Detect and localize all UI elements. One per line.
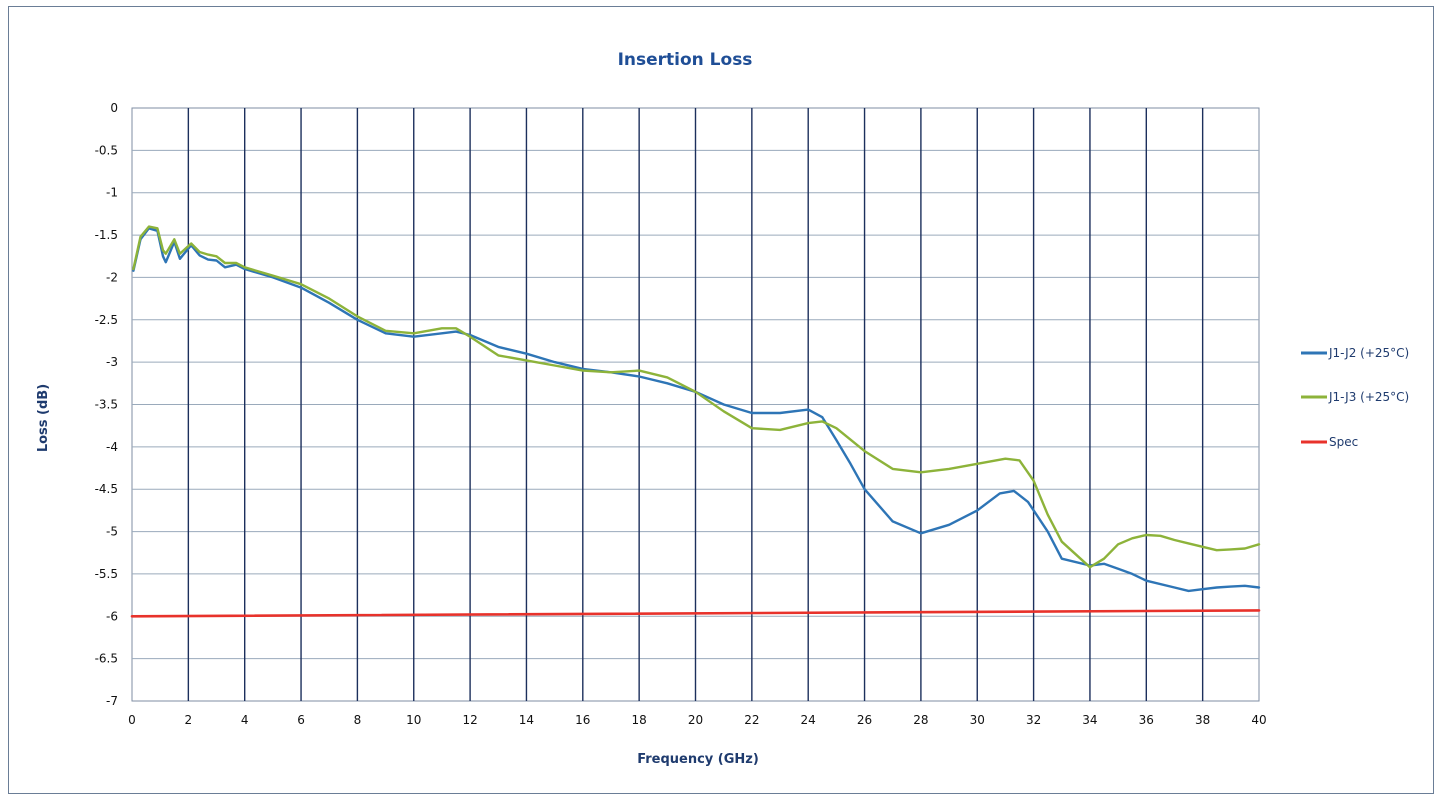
grid-layer — [131, 107, 1260, 702]
x-tick-label: 36 — [1139, 713, 1154, 727]
legend-label-1: J1-J2 (+25°C) — [1328, 346, 1409, 360]
y-tick-label: -1.5 — [95, 228, 118, 242]
y-axis-title: Loss (dB) — [36, 384, 51, 452]
series-line-3 — [130, 609, 1261, 618]
x-tick-label: 10 — [406, 713, 421, 727]
tick-labels: 0 -0.5 -1 -1.5 -2 -2.5 -3 -3.5 -4 -4.5 -5 -5.5 -6 -6.… — [95, 101, 1267, 727]
y-tick-label: -4.5 — [95, 482, 118, 496]
x-tick-label: 40 — [1251, 713, 1266, 727]
x-tick-label: 6 — [297, 713, 305, 727]
x-tick-label: 18 — [632, 713, 647, 727]
y-tick-label: -5.5 — [95, 567, 118, 581]
y-tick-label: -0.5 — [95, 143, 118, 157]
chart-title: Insertion Loss — [618, 50, 753, 70]
series-layer — [130, 225, 1261, 618]
x-tick-label: 16 — [575, 713, 590, 727]
y-tick-label: -3 — [106, 355, 118, 369]
x-tick-label: 22 — [744, 713, 759, 727]
x-tick-label: 38 — [1195, 713, 1210, 727]
x-tick-label: 0 — [128, 713, 136, 727]
x-tick-label: 8 — [354, 713, 362, 727]
x-tick-label: 26 — [857, 713, 872, 727]
x-tick-label: 24 — [801, 713, 816, 727]
series-line-2 — [132, 225, 1261, 569]
y-tick-label: -4 — [106, 440, 118, 454]
x-tick-label: 32 — [1026, 713, 1041, 727]
x-tick-label: 2 — [185, 713, 193, 727]
legend-label-2: J1-J3 (+25°C) — [1328, 390, 1409, 404]
legend: J1-J2 (+25°C) J1-J3 (+25°C) Spec — [1301, 346, 1409, 449]
y-tick-label: 0 — [110, 101, 118, 115]
x-axis-title: Frequency (GHz) — [637, 752, 759, 767]
y-tick-label: -1 — [106, 186, 118, 200]
y-tick-label: -5 — [106, 525, 118, 539]
legend-label-3: Spec — [1329, 435, 1358, 449]
x-tick-label: 30 — [970, 713, 985, 727]
y-tick-label: -6.5 — [95, 652, 118, 666]
y-tick-label: -6 — [106, 609, 118, 623]
x-tick-label: 4 — [241, 713, 249, 727]
y-tick-label: -2 — [106, 270, 118, 284]
y-tick-label: -2.5 — [95, 313, 118, 327]
x-tick-label: 20 — [688, 713, 703, 727]
x-tick-label: 14 — [519, 713, 534, 727]
series-line-1 — [132, 227, 1261, 593]
y-tick-label: -7 — [106, 694, 118, 708]
x-tick-label: 28 — [913, 713, 928, 727]
chart-frame — [8, 6, 1434, 794]
x-tick-label: 34 — [1082, 713, 1097, 727]
x-tick-label: 12 — [462, 713, 477, 727]
y-tick-label: -3.5 — [95, 398, 118, 412]
